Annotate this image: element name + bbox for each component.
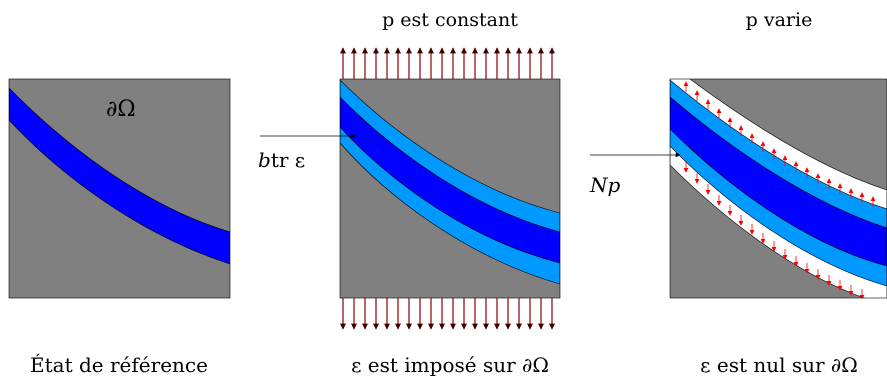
panel-p-varies-frame [669,78,887,299]
arrow-btr-var: b [258,148,271,172]
boundary-label: ∂Ω [106,97,136,122]
svg-text:btr ε: btr ε [258,148,305,172]
caption-p-constant: ε est imposé sur ∂Ω [351,353,549,377]
arrow-btr-eps: btr ε [258,133,356,172]
panel-p-varies [670,79,887,298]
panel-p-varies-down-arrows [683,162,865,298]
panel-p-constant-bottom-arrows [340,298,555,330]
panel-reference-band [9,87,230,265]
arrow-btr-rest: tr ε [271,148,305,172]
panel-reference-frame [8,78,231,299]
panel-p-varies-core-band [670,96,887,267]
panel-reference [9,79,230,298]
panel-p-varies-up-arrows [683,81,876,207]
arrow-np: Np [589,152,681,197]
panel-p-constant [340,79,560,298]
title-p-varies: p varie [746,9,813,31]
panel-p-constant-frame [339,78,561,299]
caption-reference: État de référence [30,353,208,377]
caption-p-varies: ε est nul sur ∂Ω [700,353,858,377]
panel-p-constant-core-band [340,96,560,264]
panel-p-constant-top-arrows [340,47,555,79]
title-p-constant: p est constant [382,9,518,31]
arrow-np-label: Np [589,173,621,197]
